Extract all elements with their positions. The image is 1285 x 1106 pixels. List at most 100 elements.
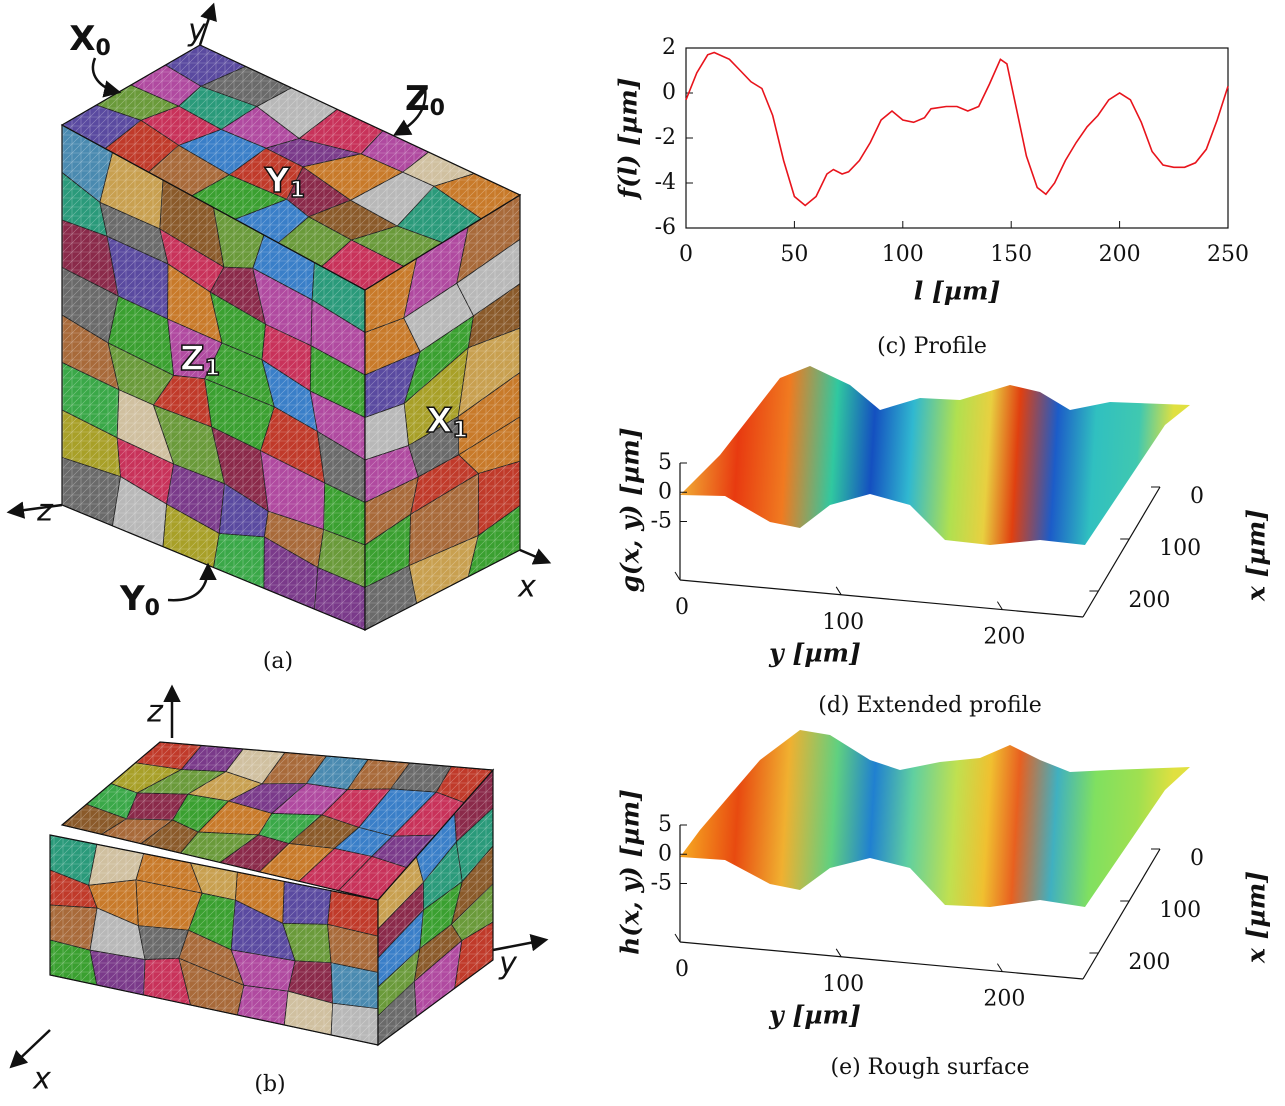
x-tick-label: 100 (1159, 536, 1201, 561)
x-tick-label: 0 (1190, 846, 1204, 871)
grain-mesh (414, 940, 462, 1017)
grain-mesh (167, 319, 223, 379)
grain-mesh (458, 416, 520, 474)
y-tick-label: -2 (655, 125, 676, 150)
grain-mesh (141, 819, 199, 854)
grain-mesh (153, 375, 212, 428)
grain-mesh (390, 763, 452, 793)
y-axis (679, 941, 1084, 980)
grain-mesh (451, 846, 493, 925)
grain-mesh (138, 925, 189, 960)
grain-mesh (220, 834, 290, 872)
x-tick-label: 50 (780, 242, 808, 267)
profile-line (685, 51, 1229, 207)
grain-mesh (266, 138, 362, 167)
grain-mesh (210, 292, 266, 360)
grain-mesh (108, 342, 174, 406)
grain-mesh (62, 220, 119, 297)
grain-mesh (392, 792, 465, 837)
mesh-label: Y1 (264, 161, 305, 204)
grain-mesh (117, 389, 174, 465)
grain-mesh (90, 908, 146, 960)
surface (680, 366, 1190, 545)
y-tick-label: -6 (655, 215, 676, 240)
label-sub: 0 (430, 96, 445, 121)
grain-mesh (334, 827, 393, 857)
grain-mesh (365, 403, 409, 460)
y-tick (996, 601, 1003, 610)
grain-mesh (282, 881, 332, 925)
grain-mesh (402, 152, 475, 187)
grain-mesh (210, 267, 266, 325)
grain-mesh (365, 514, 411, 588)
grain-mesh (311, 299, 365, 375)
y-tick-label: 200 (983, 625, 1025, 650)
y-tick-label: 100 (822, 972, 864, 997)
grain-mesh (262, 752, 327, 784)
grain-mesh (229, 148, 304, 200)
grain-mesh (213, 533, 265, 589)
z-tick-label: -5 (651, 871, 672, 896)
grain-mesh (181, 745, 244, 772)
y-tick (996, 963, 1003, 972)
x-tick-label: 150 (990, 242, 1032, 267)
grain-mesh (88, 879, 139, 926)
caption: (a) (263, 649, 293, 674)
x-axis (1082, 848, 1161, 980)
x-tick-label: 100 (1159, 898, 1201, 923)
grain-mesh (278, 216, 352, 267)
grain-mesh (62, 125, 113, 203)
z-tick-label: 0 (658, 479, 672, 504)
axis-label: y (498, 947, 518, 982)
z-tick-label: 0 (658, 841, 672, 866)
axis-arrow (6, 501, 63, 519)
grain-mesh (310, 391, 365, 460)
grain-mesh (200, 66, 292, 107)
grain-mesh (137, 769, 226, 795)
mesh-label: Z1 (180, 339, 220, 382)
grain-mesh (99, 202, 169, 265)
grain-mesh (107, 236, 169, 320)
grain-mesh (62, 315, 119, 390)
grain-mesh (178, 958, 244, 1015)
grain-mesh (397, 186, 482, 243)
grain-mesh (235, 199, 309, 243)
grain-mesh (419, 881, 463, 949)
y-tick-label: -4 (655, 170, 676, 195)
z-axis-label: g(x, y) [µm] (616, 427, 645, 592)
z-tick-label: 5 (658, 450, 672, 475)
grain-mesh (50, 870, 98, 909)
grain-mesh (166, 464, 225, 534)
grain-mesh (271, 783, 348, 815)
grain-mesh (456, 195, 520, 284)
grain-mesh (135, 879, 203, 931)
grain-mesh (436, 766, 493, 803)
caption: (b) (254, 1072, 285, 1097)
y-tick-label: 0 (675, 595, 689, 620)
grain-mesh (167, 264, 223, 343)
grain-mesh (62, 172, 108, 237)
grain-mesh (458, 328, 520, 417)
grain-mesh (350, 172, 435, 226)
grain-mesh (237, 985, 289, 1025)
x-axis-label: l [µm] (914, 277, 1001, 306)
y-tick (674, 571, 681, 581)
grain-mesh (143, 958, 191, 1005)
grain-mesh (458, 372, 520, 455)
grain-mesh (404, 315, 474, 404)
grain-mesh (178, 930, 244, 986)
grain-mesh (284, 991, 333, 1035)
label-sub: 1 (452, 418, 467, 443)
grain-mesh (172, 794, 229, 832)
grain-mesh (338, 856, 407, 900)
axis-label: y (187, 14, 207, 49)
grain-mesh (331, 962, 378, 1009)
grain-mesh (163, 504, 220, 568)
grain-mesh (358, 788, 437, 837)
grain-mesh (288, 960, 333, 1004)
grain-mesh (468, 283, 520, 348)
caption: (e) Rough surface (831, 1055, 1030, 1080)
grain-mesh (468, 505, 520, 577)
label-main: Z (180, 339, 205, 379)
